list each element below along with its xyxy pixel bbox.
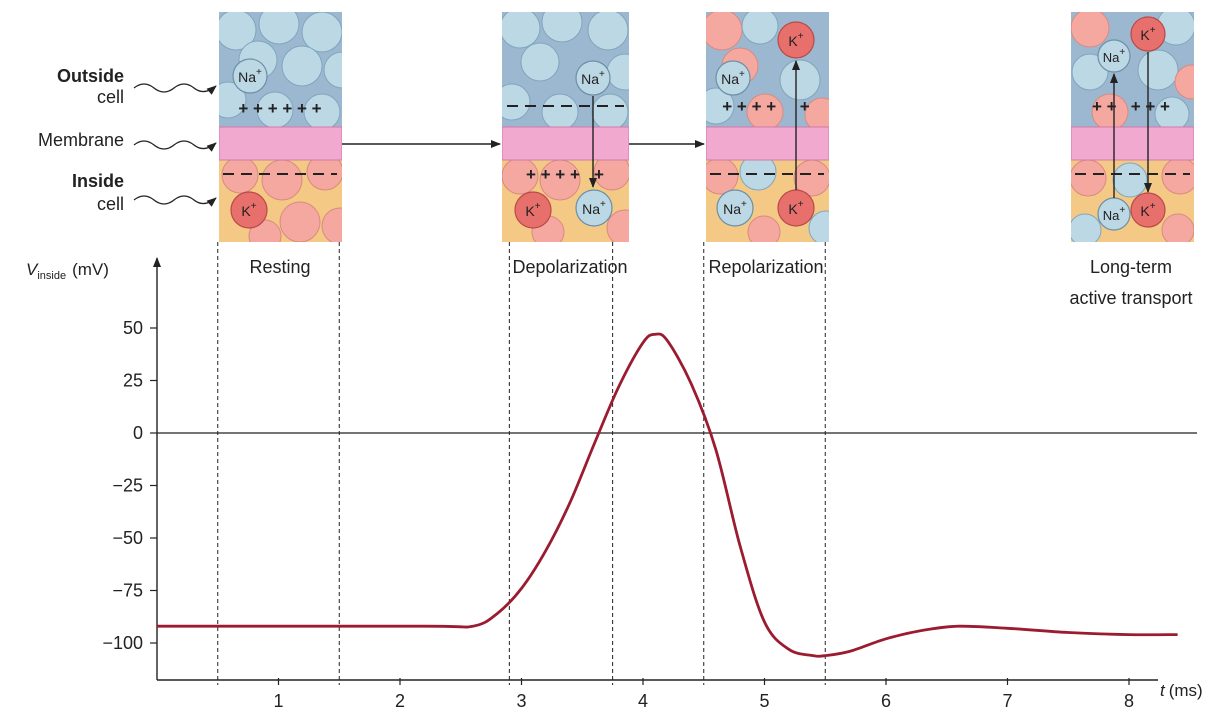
- resting-panel: Na+ + + + + + + K+: [219, 12, 342, 242]
- stage-boundaries: [217, 242, 826, 685]
- x-tick-label: 8: [1124, 691, 1134, 711]
- y-tick-label: 25: [123, 371, 143, 391]
- x-tick-label: 3: [516, 691, 526, 711]
- membrane-band: [219, 126, 342, 161]
- inside-leader-wave: [133, 195, 217, 207]
- potassium-ion-top: [777, 21, 815, 59]
- x-tick-label: 4: [638, 691, 648, 711]
- sodium-label: Na+: [238, 67, 262, 85]
- potassium-ion-top: [1130, 16, 1166, 52]
- potassium-label-top: K+: [1140, 25, 1155, 43]
- stage-label-long-term: Long-term: [1090, 257, 1172, 277]
- potassium-label-bottom: K+: [788, 199, 803, 217]
- stage-label-depolarization: Depolarization: [512, 257, 627, 277]
- potassium-ion: [514, 191, 552, 229]
- x-tick-label: 1: [273, 691, 283, 711]
- stage-label-repolarization: Repolarization: [708, 257, 823, 277]
- region-labels: Outside cell Membrane Inside cell: [38, 66, 217, 214]
- potassium-ion-bottom: [1130, 192, 1166, 228]
- potassium-label: K+: [241, 201, 256, 219]
- sodium-ion-bottom: [575, 189, 613, 227]
- outside-charges: + + + + + +: [238, 99, 321, 118]
- y-axis-label: Vinside (mV): [26, 260, 109, 282]
- potassium-ion: [230, 191, 268, 229]
- inside-particles: [1071, 157, 1194, 242]
- inside-charges: + + + + +: [526, 165, 604, 184]
- sodium-label-top: Na+: [721, 69, 745, 87]
- membrane-label: Membrane: [38, 130, 124, 150]
- outside-charges: + + + + +: [1092, 97, 1170, 116]
- y-tick-label: −50: [112, 528, 143, 548]
- x-tick-label: 5: [759, 691, 769, 711]
- sodium-label-bottom: Na+: [582, 199, 606, 217]
- outside-cell-label: cell: [97, 87, 124, 107]
- x-tick-label: 7: [1002, 691, 1012, 711]
- depolarization-panel: Na+ + + + + + K+ Na+: [502, 12, 629, 242]
- membrane-leader-wave: [133, 140, 217, 152]
- sodium-ion-bottom: [716, 189, 754, 227]
- y-ticks: 50 25 0 −25 −50 −75 −100: [102, 318, 157, 653]
- stage-label-active-transport: active transport: [1069, 288, 1192, 308]
- membrane-band: [1071, 126, 1194, 161]
- sodium-label-top: Na+: [581, 69, 605, 87]
- x-ticks: 1 2 3 4 5 6 7 8: [273, 678, 1134, 711]
- outside-particles: [219, 12, 342, 131]
- sodium-label-bottom: Na+: [1103, 205, 1126, 223]
- outside-leader-wave: [133, 83, 217, 95]
- potassium-label-bottom: K+: [1140, 201, 1155, 219]
- inside-cell-label: cell: [97, 194, 124, 214]
- sodium-label-top: Na+: [1103, 47, 1126, 65]
- inside-particles: [221, 153, 342, 242]
- outside-label: Outside: [57, 66, 124, 86]
- stage-label-resting: Resting: [249, 257, 310, 277]
- sodium-ion-top: [575, 60, 611, 96]
- sodium-label-bottom: Na+: [723, 199, 747, 217]
- x-tick-label: 6: [881, 691, 891, 711]
- potassium-label-top: K+: [788, 31, 803, 49]
- x-tick-label: 2: [395, 691, 405, 711]
- y-tick-label: −75: [112, 581, 143, 601]
- membrane-band: [706, 126, 829, 161]
- y-tick-label: 0: [133, 423, 143, 443]
- x-axis-label: t (ms): [1160, 681, 1203, 700]
- y-tick-label: 50: [123, 318, 143, 338]
- y-tick-label: −100: [102, 633, 143, 653]
- active-transport-panel: K+ Na+ + + + + + Na+ K+: [1071, 12, 1194, 242]
- sodium-ion-top: [715, 60, 751, 96]
- potassium-label: K+: [525, 201, 540, 219]
- membrane-potential-curve: [156, 332, 1178, 658]
- sodium-ion: [232, 58, 268, 94]
- inside-label: Inside: [72, 171, 124, 191]
- repolarization-panel: K+ Na+ + + + + + Na+ K+: [706, 12, 829, 242]
- membrane-band: [502, 126, 629, 161]
- sodium-ion-top: [1097, 39, 1131, 73]
- outside-charges: + + + + +: [722, 97, 809, 116]
- y-tick-label: −25: [112, 476, 143, 496]
